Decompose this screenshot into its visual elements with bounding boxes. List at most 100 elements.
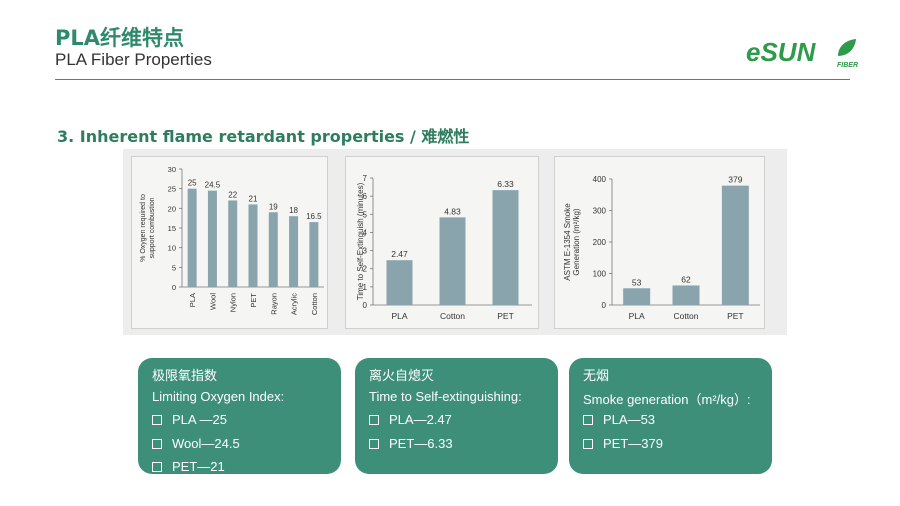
x-tick-label: Rayon [269, 293, 278, 315]
section-heading: 3. Inherent flame retardant properties /… [57, 127, 470, 146]
callout-item-text: PET—6.33 [389, 436, 453, 451]
checkbox-square-icon [369, 414, 379, 425]
callout-item: PET—21 [152, 459, 225, 474]
logo-main-text: eSUN [746, 37, 817, 67]
logo-sub-text: FIBER [837, 62, 858, 69]
callout-item-text: PET—21 [172, 459, 225, 474]
data-label: 16.5 [306, 212, 322, 221]
bar-cotton [309, 222, 319, 287]
bar-pla [187, 188, 197, 287]
callout-item: PLA —25 [152, 412, 227, 427]
chart-oxygen-index: 0 5 10 15 20 25 30 % Oxygen required to support … [131, 156, 328, 329]
bar-rayon [268, 212, 278, 287]
checkbox-square-icon [152, 438, 162, 449]
y-tick-label: 3 [363, 247, 368, 256]
y-tick-label: 300 [593, 207, 607, 216]
bar-cotton [439, 217, 466, 305]
y-tick-label: 0 [363, 301, 368, 310]
x-tick-label: PLA [391, 311, 407, 321]
y-tick-label: 30 [168, 165, 176, 174]
y-tick-label: 5 [363, 210, 368, 219]
x-tick-label: Wool [208, 293, 217, 310]
callout-title-cn: 离火自熄灭 [369, 369, 435, 384]
x-tick-label: PET [249, 293, 258, 308]
y-tick-label: 10 [168, 244, 176, 253]
data-label: 25 [188, 179, 197, 188]
checkbox-square-icon [583, 414, 593, 425]
bar-pet [492, 190, 519, 305]
bar-pla [386, 260, 413, 305]
page-title-en: PLA Fiber Properties [55, 50, 212, 69]
x-tick-label: PET [727, 311, 744, 321]
data-label: 18 [289, 206, 298, 215]
chart-self-extinguish: 0 1 2 3 4 5 6 7 Time to Self-Extinguish (minutes… [345, 156, 539, 329]
y-tick-label: 7 [363, 174, 368, 183]
x-tick-label: PLA [188, 293, 197, 307]
data-label: 53 [632, 277, 642, 287]
callout-title-en: Limiting Oxygen Index: [152, 389, 285, 404]
callout-item: PET—6.33 [369, 436, 453, 451]
y-axis-label: ASTM E-1354 SmokeGeneration (m²/kg) [563, 203, 581, 281]
callout-title-cn: 极限氧指数 [152, 369, 218, 384]
y-tick-label: 15 [168, 224, 176, 233]
header-divider [55, 79, 850, 80]
data-label: 21 [249, 194, 258, 203]
bar-nylon [228, 200, 238, 287]
page-title-cn: PLA纤维特点 [55, 26, 185, 50]
y-tick-label: 100 [593, 270, 607, 279]
bar-wool [207, 190, 217, 287]
x-tick-label: Cotton [673, 311, 698, 321]
x-tick-label: PLA [629, 311, 645, 321]
checkbox-square-icon [583, 438, 593, 449]
y-axis-label: Time to Self-Extinguish (minutes) [356, 182, 365, 300]
y-tick-label: 400 [593, 175, 607, 184]
callout-title-en: Time to Self-extinguishing: [369, 389, 522, 404]
data-label: 6.33 [497, 179, 514, 189]
y-tick-label: 2 [363, 265, 368, 274]
checkbox-square-icon [152, 461, 162, 472]
x-tick-label: Cotton [440, 311, 465, 321]
y-tick-label: 20 [168, 204, 176, 213]
callout-smoke-generation: 无烟 Smoke generation（m²/kg）: PLA—53 PET—3… [569, 358, 772, 474]
chart-smoke-generation: 0 100 200 300 400 ASTM E-1354 SmokeGeneration… [554, 156, 765, 329]
esun-fiber-logo: eSUN FIBER [746, 37, 858, 69]
bar-pet [248, 204, 258, 287]
checkbox-square-icon [152, 414, 162, 425]
callout-self-extinguish: 离火自熄灭 Time to Self-extinguishing: PLA—2.… [355, 358, 558, 474]
y-axis-label-line: ASTM E-1354 Smoke [563, 203, 572, 281]
data-label: 19 [269, 202, 278, 211]
callout-item: PLA—53 [583, 412, 655, 427]
checkbox-square-icon [369, 438, 379, 449]
callout-item: PLA—2.47 [369, 412, 452, 427]
x-tick-label: PET [497, 311, 514, 321]
y-tick-label: 6 [363, 192, 368, 201]
callout-item-text: PLA —25 [172, 412, 227, 427]
callout-item-text: PLA—2.47 [389, 412, 452, 427]
bar-pla [623, 288, 651, 305]
y-tick-label: 1 [363, 283, 368, 292]
callout-item: Wool—24.5 [152, 436, 240, 451]
callout-oxygen-index: 极限氧指数 Limiting Oxygen Index: PLA —25 Woo… [138, 358, 341, 474]
callout-item-text: PLA—53 [603, 412, 656, 427]
callout-item-text: PET—379 [603, 436, 663, 451]
bar-cotton [672, 285, 700, 305]
y-axis-label-line: support combustion [149, 197, 156, 258]
data-label: 22 [228, 190, 237, 199]
data-label: 24.5 [205, 181, 221, 190]
leaf-icon [838, 39, 856, 56]
callout-item: PET—379 [583, 436, 663, 451]
data-label: 2.47 [391, 249, 408, 259]
bar-pet [721, 185, 749, 305]
data-label: 62 [681, 274, 691, 284]
y-tick-label: 0 [172, 283, 176, 292]
y-axis-label-line: Generation (m²/kg) [572, 208, 581, 275]
x-tick-label: Acrylic [290, 293, 299, 315]
bar-acrylic [289, 216, 299, 287]
callout-title-en: Smoke generation（m²/kg）: [583, 392, 751, 407]
y-tick-label: 0 [602, 301, 607, 310]
y-tick-label: 4 [363, 228, 368, 237]
callout-item-text: Wool—24.5 [172, 436, 240, 451]
data-label: 379 [728, 175, 742, 185]
y-tick-label: 200 [593, 238, 607, 247]
y-axis-label-line: % Oxygen required to [140, 194, 147, 262]
